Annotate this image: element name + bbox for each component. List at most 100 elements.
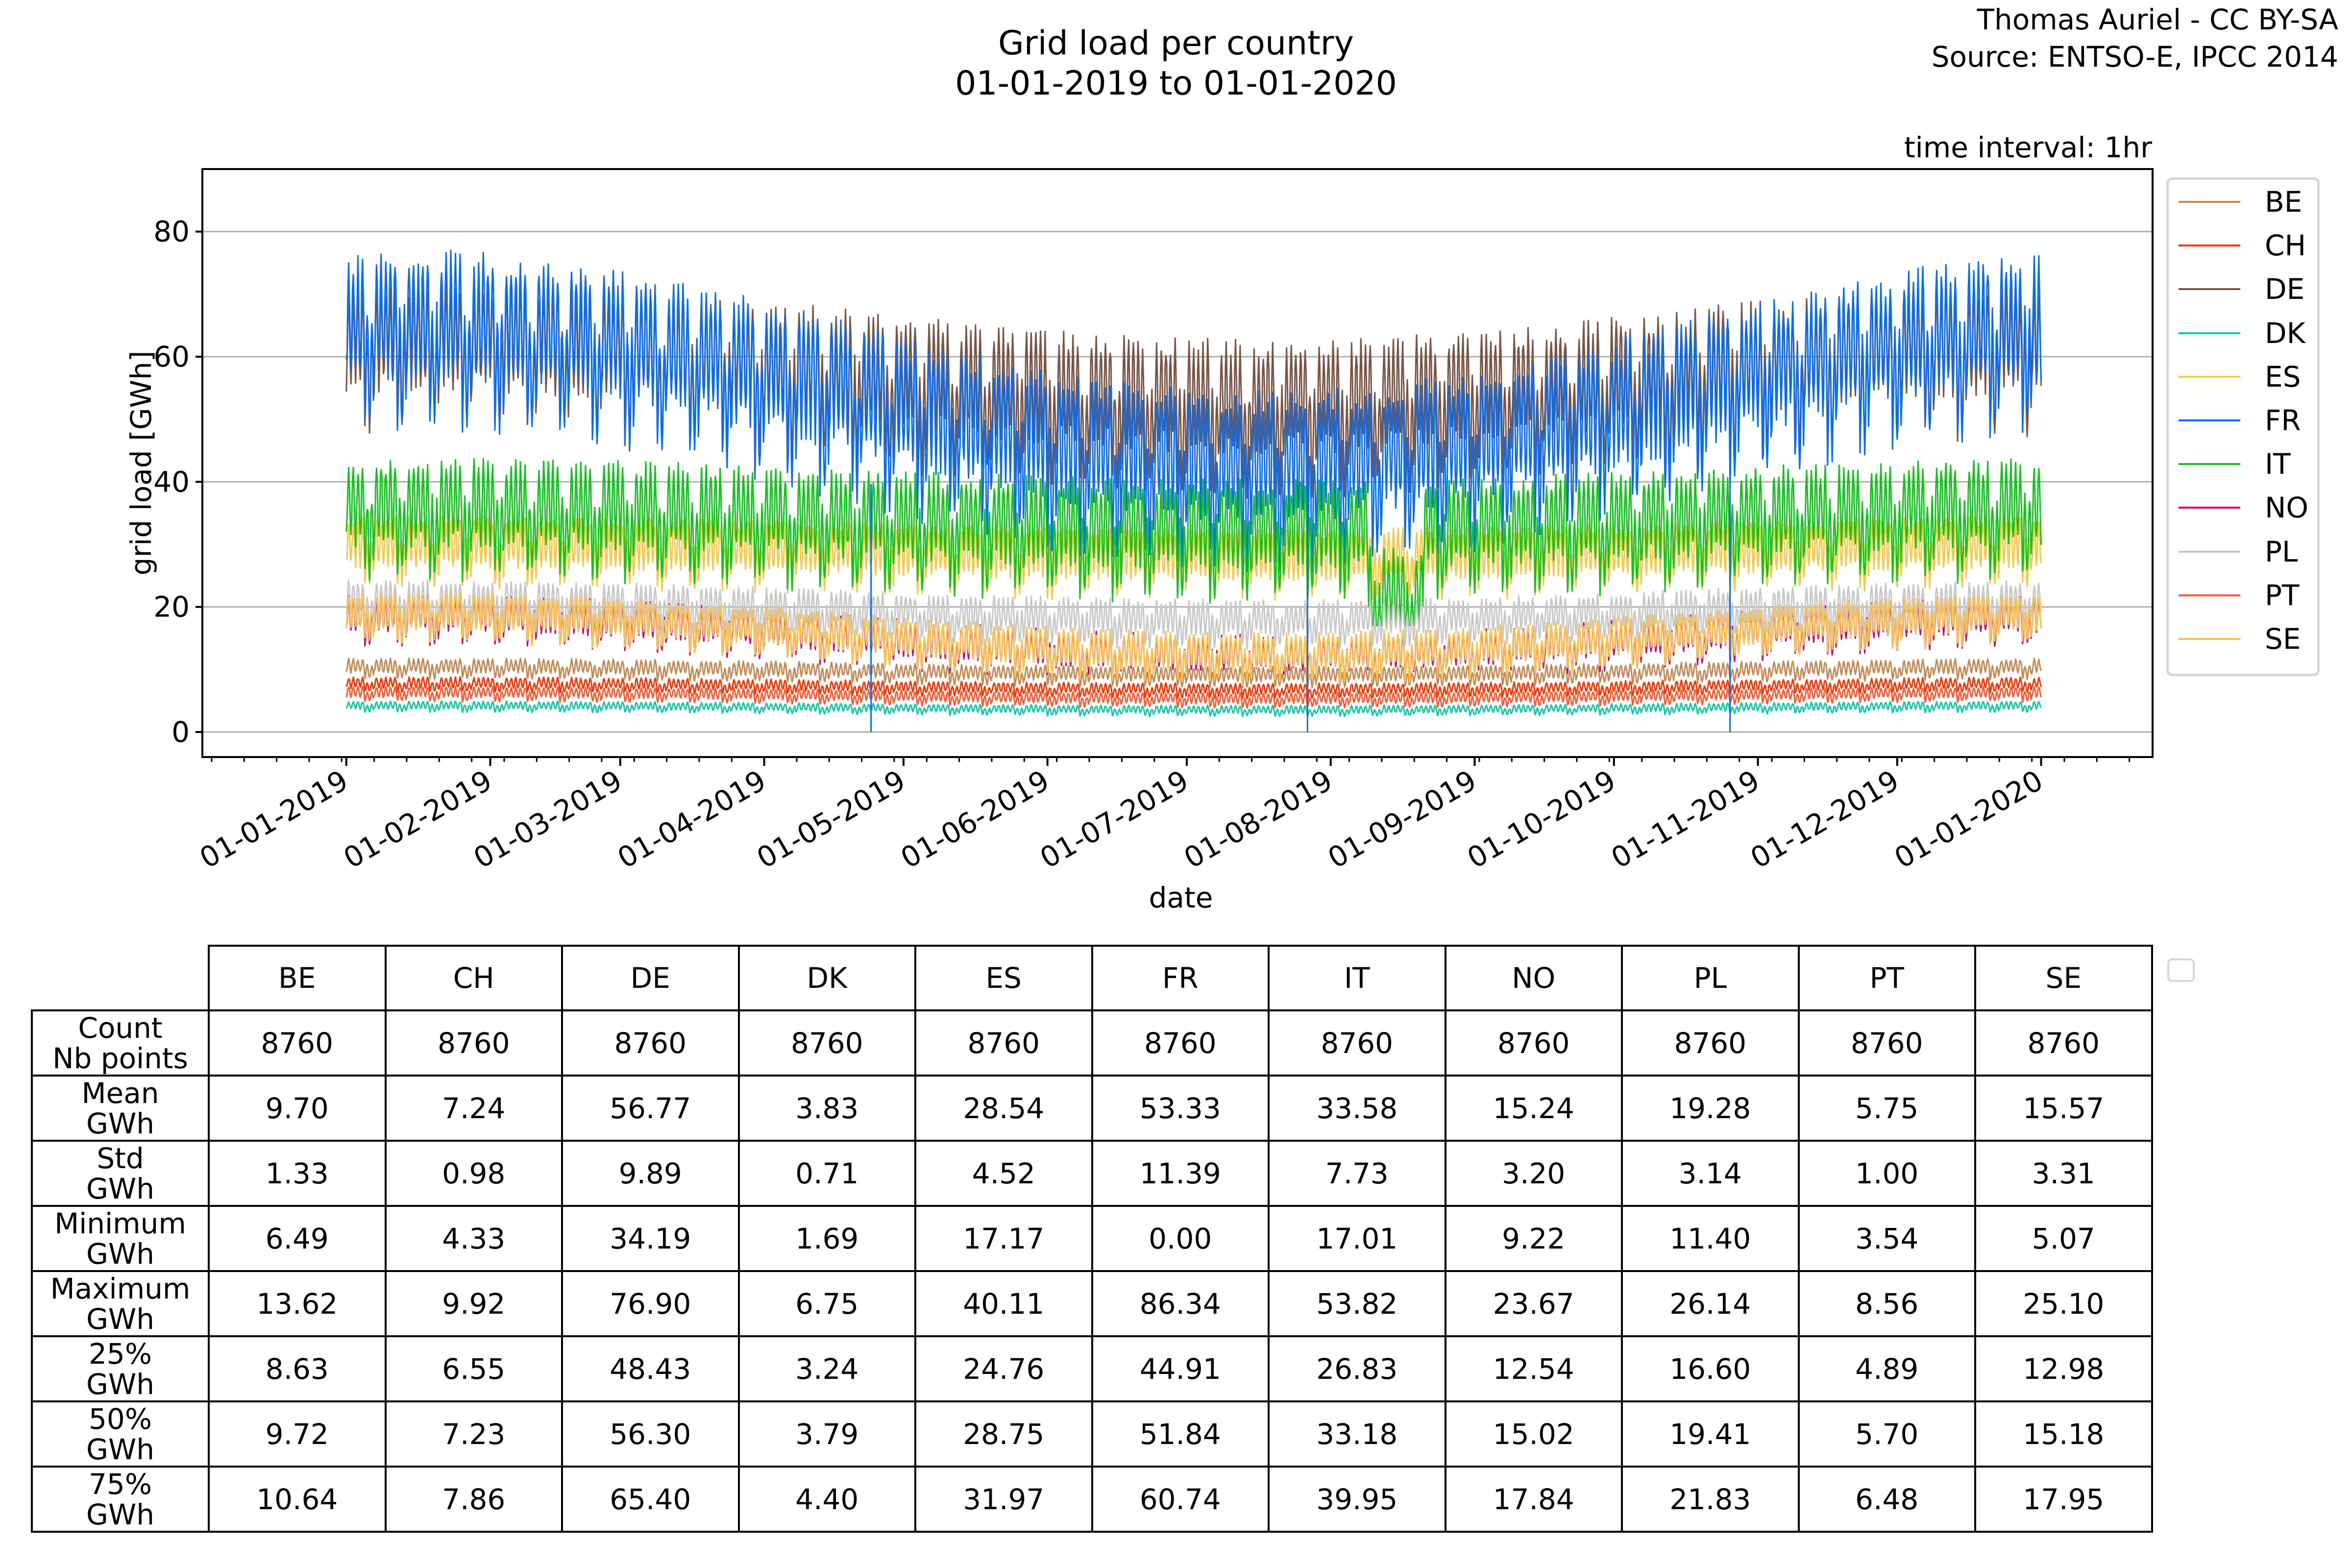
- table-cell: 4.33: [384, 1205, 563, 1272]
- row-header-unit: GWh: [86, 1432, 155, 1466]
- table-cell: 15.57: [1974, 1075, 2153, 1142]
- legend-swatch: [2179, 419, 2240, 421]
- row-header-metric: Minimum: [54, 1206, 186, 1240]
- table-cell: 8760: [1268, 1009, 1446, 1077]
- table-row: Minimum GWh 6.49 4.33 34.19 1.69 17.17 0.00 17.0…: [31, 1205, 2153, 1272]
- time-interval-label: time interval: 1hr: [1904, 131, 2152, 164]
- table-cell: 33.18: [1268, 1400, 1446, 1468]
- column-header: PL: [1621, 945, 1800, 1011]
- table-cell: 39.95: [1268, 1466, 1446, 1533]
- chart-title: Grid load per country 01-01-2019 to 01-0…: [735, 24, 1617, 104]
- table-cell: 76.90: [561, 1270, 740, 1337]
- row-header: Mean GWh: [31, 1075, 210, 1142]
- chart-legend: BE CH DE DK ES FR IT NO PL PT SE: [2166, 177, 2320, 676]
- legend-label: DK: [2265, 316, 2305, 350]
- row-header: Minimum GWh: [31, 1205, 210, 1272]
- row-header-metric: 25%: [89, 1337, 152, 1371]
- table-cell: 86.34: [1091, 1270, 1270, 1337]
- table-cell: 44.91: [1091, 1335, 1270, 1402]
- legend-item-dk: DK: [2169, 316, 2317, 350]
- series-line-pt: [345, 686, 2042, 709]
- legend-swatch: [2179, 245, 2240, 247]
- y-tick-label: 40: [153, 465, 190, 498]
- table-cell: 1.69: [737, 1205, 916, 1272]
- column-header: CH: [384, 945, 563, 1011]
- legend-label: NO: [2265, 491, 2309, 525]
- column-header: IT: [1268, 945, 1446, 1011]
- y-tick-label: 0: [172, 715, 190, 749]
- table-cell: 8760: [1974, 1009, 2153, 1077]
- series-line-ch: [345, 676, 2042, 700]
- table-cell: 3.79: [737, 1400, 916, 1468]
- legend-item-fr: FR: [2169, 403, 2317, 438]
- table-cell: 24.76: [914, 1335, 1093, 1402]
- table-cell: 21.83: [1621, 1466, 1800, 1533]
- x-tick-label: 01-01-2019: [194, 763, 354, 875]
- x-tick-label: 01-09-2019: [1323, 763, 1482, 875]
- table-cell: 65.40: [561, 1466, 740, 1533]
- legend-swatch: [2179, 201, 2240, 203]
- row-header: Count Nb points: [31, 1009, 210, 1077]
- column-header: DK: [737, 945, 916, 1011]
- row-header-unit: GWh: [86, 1106, 155, 1140]
- series-line-be: [345, 657, 2042, 688]
- legend-label: IT: [2265, 447, 2291, 481]
- x-tick-label: 01-08-2019: [1178, 763, 1338, 875]
- legend-swatch: [2179, 594, 2240, 596]
- table-cell: 17.01: [1268, 1205, 1446, 1272]
- table-cell: 9.89: [561, 1140, 740, 1207]
- row-header: 50% GWh: [31, 1400, 210, 1468]
- table-cell: 17.17: [914, 1205, 1093, 1272]
- series-line-se: [345, 591, 2042, 686]
- table-cell: 5.07: [1974, 1205, 2153, 1272]
- legend-label: PT: [2265, 578, 2300, 612]
- y-tick-label: 80: [153, 215, 190, 248]
- column-header: DE: [561, 945, 740, 1011]
- row-header: 25% GWh: [31, 1335, 210, 1402]
- table-cell: 34.19: [561, 1205, 740, 1272]
- plot-frame: [201, 168, 2154, 758]
- table-cell: 15.24: [1444, 1075, 1623, 1142]
- row-header-metric: Std: [97, 1141, 144, 1175]
- y-axis: 0 20 40 60 80: [153, 215, 202, 749]
- row-header-unit: GWh: [86, 1302, 155, 1336]
- table-cell: 53.33: [1091, 1075, 1270, 1142]
- table-cell: 0.00: [1091, 1205, 1270, 1272]
- legend-swatch: [2179, 507, 2240, 509]
- table-cell: 19.41: [1621, 1400, 1800, 1468]
- legend-item-pt: PT: [2169, 578, 2317, 612]
- x-tick-label: 01-01-2020: [1889, 763, 2049, 875]
- legend-swatch: [2179, 550, 2240, 553]
- column-header: NO: [1444, 945, 1623, 1011]
- table-row: 50% GWh 9.72 7.23 56.30 3.79 28.75 51.84 33.18 15…: [31, 1400, 2153, 1468]
- table-cell: 4.52: [914, 1140, 1093, 1207]
- legend-item-be: BE: [2169, 185, 2317, 219]
- series-line-it: [345, 458, 2042, 627]
- table-cell: 9.22: [1444, 1205, 1623, 1272]
- table-cell: 11.39: [1091, 1140, 1270, 1207]
- row-header: Maximum GWh: [31, 1270, 210, 1337]
- series-line-fr: [345, 249, 2042, 573]
- table-cell: 17.95: [1974, 1466, 2153, 1533]
- table-cell: 12.54: [1444, 1335, 1623, 1402]
- empty-legend-box: [2167, 958, 2195, 982]
- table-cell: 6.55: [384, 1335, 563, 1402]
- series-lines: [345, 249, 2042, 732]
- table-cell: 15.02: [1444, 1400, 1623, 1468]
- table-cell: 16.60: [1621, 1335, 1800, 1402]
- chart-title-line2: 01-01-2019 to 01-01-2020: [955, 64, 1397, 103]
- table-row: Maximum GWh 13.62 9.92 76.90 6.75 40.11 86.34 53…: [31, 1270, 2153, 1337]
- y-tick-label: 20: [153, 590, 190, 624]
- legend-item-es: ES: [2169, 360, 2317, 394]
- legend-label: PL: [2265, 535, 2298, 568]
- table-cell: 0.71: [737, 1140, 916, 1207]
- table-cell: 26.14: [1621, 1270, 1800, 1337]
- table-cell: 56.30: [561, 1400, 740, 1468]
- table-cell: 7.73: [1268, 1140, 1446, 1207]
- table-cell: 0.98: [384, 1140, 563, 1207]
- table-cell: 3.31: [1974, 1140, 2153, 1207]
- table-cell: 15.18: [1974, 1400, 2153, 1468]
- table-cell: 56.77: [561, 1075, 740, 1142]
- credit-source: Source: ENTSO-E, IPCC 2014: [1931, 40, 2338, 74]
- table-cell: 8760: [384, 1009, 563, 1077]
